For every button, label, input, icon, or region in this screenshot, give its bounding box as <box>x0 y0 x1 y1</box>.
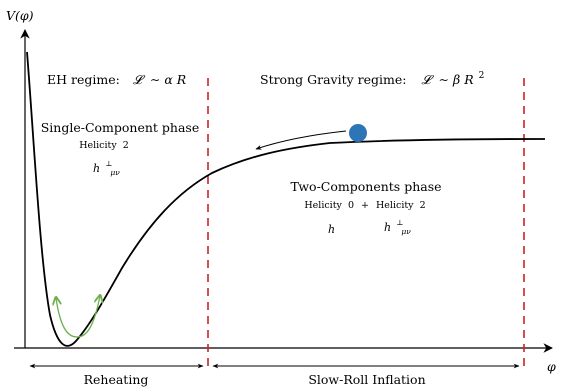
two-helicity-b-num: 2 <box>420 200 426 211</box>
strong-lagrangian-lhs: 𝓛 <box>421 72 434 87</box>
single-phase-field: h ⊥ μν <box>93 151 120 177</box>
two-field-scalar: h <box>328 223 335 236</box>
strong-lagrangian-exp: 2 <box>479 71 485 81</box>
two-helicity-plus: + <box>361 200 369 211</box>
potential-curve <box>26 51 546 347</box>
single-field-symbol: h <box>93 162 100 175</box>
two-field-sub: μν <box>401 227 411 236</box>
roll-direction-arrow-icon <box>255 130 347 150</box>
y-axis-label: V(φ) <box>6 8 34 23</box>
eh-lagrangian-rhs: ∼ α R <box>150 72 186 87</box>
x-axis-label: φ <box>547 359 556 374</box>
two-helicity-a-num: 0 <box>348 200 354 211</box>
eh-regime-heading: EH regime: 𝓛 ∼ α R <box>47 72 186 87</box>
reheating-label: Reheating <box>84 372 149 387</box>
eh-lagrangian-lhs: 𝓛 <box>133 72 146 87</box>
two-field-tensor: h ⊥ μν <box>384 210 411 236</box>
strong-regime-heading: Strong Gravity regime: 𝓛 ∼ β R 2 <box>260 71 484 87</box>
single-field-sup: ⊥ <box>105 159 112 168</box>
two-phase-helicity: Helicity 0 + Helicity 2 <box>304 200 425 211</box>
single-phase-title: Single-Component phase <box>41 120 200 135</box>
single-helicity-word: Helicity <box>79 140 117 151</box>
oscillation-arrow-icon <box>56 296 100 338</box>
two-field-tensor-symbol: h <box>384 221 391 234</box>
inflation-label: Slow-Roll Inflation <box>308 372 425 387</box>
strong-regime-name: Strong Gravity regime: <box>260 72 406 87</box>
two-field-sup: ⊥ <box>396 218 403 227</box>
rolling-ball-icon <box>349 124 367 142</box>
eh-regime-name: EH regime: <box>47 72 120 87</box>
two-helicity-b-word: Helicity <box>376 200 414 211</box>
strong-lagrangian-rhs: ∼ β R <box>439 72 474 87</box>
two-helicity-a-word: Helicity <box>304 200 342 211</box>
two-phase-title: Two-Components phase <box>290 179 441 194</box>
single-field-sub: μν <box>110 168 120 177</box>
single-helicity-num: 2 <box>123 140 129 151</box>
single-phase-helicity: Helicity 2 <box>79 140 129 151</box>
